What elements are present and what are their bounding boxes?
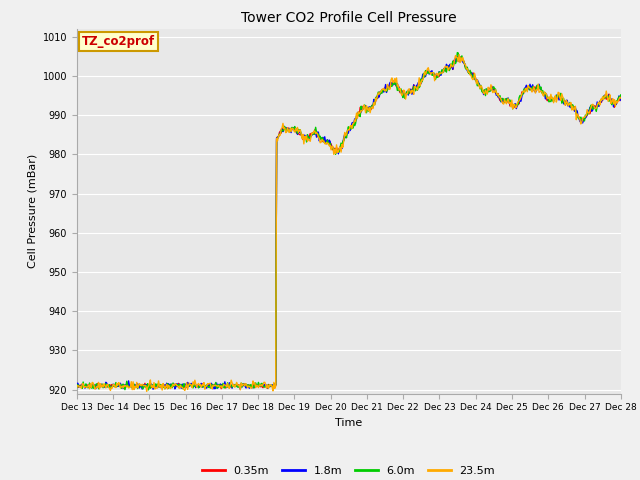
Text: TZ_co2prof: TZ_co2prof [82,35,156,48]
Legend: 0.35m, 1.8m, 6.0m, 23.5m: 0.35m, 1.8m, 6.0m, 23.5m [198,461,500,480]
Y-axis label: Cell Pressure (mBar): Cell Pressure (mBar) [27,154,37,268]
Title: Tower CO2 Profile Cell Pressure: Tower CO2 Profile Cell Pressure [241,11,456,25]
X-axis label: Time: Time [335,418,362,428]
